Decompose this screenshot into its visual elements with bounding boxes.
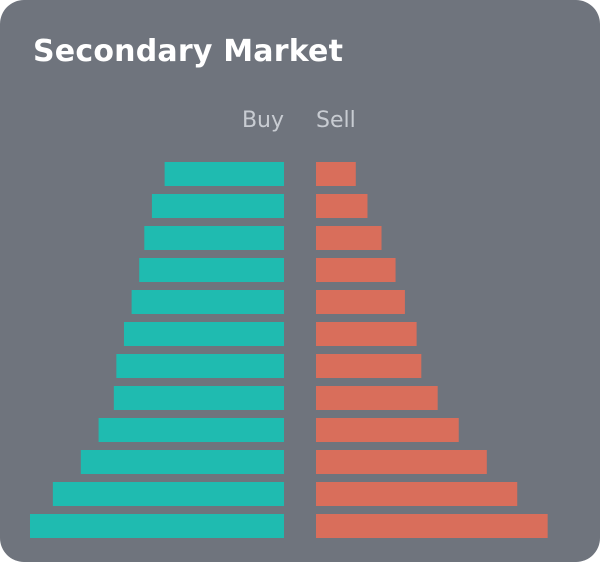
buy-bar (139, 258, 284, 282)
sell-bar (316, 354, 422, 378)
sell-bar (316, 482, 518, 506)
sell-bar (316, 386, 438, 410)
sell-bar (316, 194, 368, 218)
sell-bar (316, 418, 459, 442)
buy-bar (164, 162, 284, 186)
sell-bar (316, 450, 487, 474)
buy-bar (131, 290, 284, 314)
sell-bar (316, 226, 382, 250)
card-title: Secondary Market (33, 34, 344, 69)
buy-bar (151, 194, 284, 218)
buy-bar (80, 450, 284, 474)
sell-column-label: Sell (316, 108, 356, 133)
buy-bar (123, 322, 284, 346)
buy-bar (98, 418, 284, 442)
buy-bar (30, 514, 284, 538)
buy-bar (52, 482, 284, 506)
sell-bar (316, 162, 356, 186)
buy-column-label: Buy (241, 108, 284, 133)
sell-bar (316, 290, 405, 314)
sell-bar (316, 258, 396, 282)
buy-bar (113, 386, 284, 410)
sell-bar (316, 322, 417, 346)
buy-bar (144, 226, 284, 250)
buy-bar (116, 354, 284, 378)
sell-bar (316, 514, 548, 538)
